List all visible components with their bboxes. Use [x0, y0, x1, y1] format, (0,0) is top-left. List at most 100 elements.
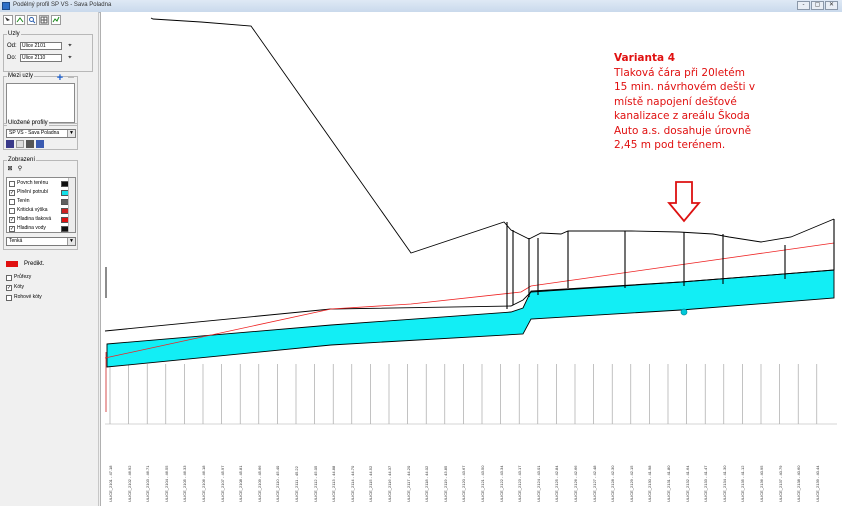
node-label: ULICE_2109 - 45.66: [256, 465, 262, 502]
layer-checkbox[interactable]: [9, 181, 15, 187]
layer-checkbox[interactable]: ✓: [9, 217, 15, 223]
node-label: ULICE_2130 - 41.98: [647, 465, 653, 502]
open-profile-icon[interactable]: [16, 140, 24, 148]
node-label: ULICE_2138 - 40.60: [796, 465, 802, 502]
profile-canvas[interactable]: ULICE_2101 - 47.18 ULICE_2102 - 46.92 ULIC…: [100, 12, 842, 506]
layer-checkbox[interactable]: ✓: [9, 226, 15, 232]
measure-icon[interactable]: [15, 15, 25, 25]
terrain-line: [105, 17, 835, 298]
layer-label: Hladina tlaková: [17, 216, 52, 222]
zoom-icon[interactable]: [27, 15, 37, 25]
annotation-line-5: Auto a.s. dosahuje úrovně: [614, 124, 752, 137]
longitudinal-profile-chart[interactable]: [101, 12, 842, 506]
pointer-icon[interactable]: [3, 15, 13, 25]
layer-label: Plnění potrubí: [17, 189, 49, 195]
search-icon[interactable]: ⚲: [17, 166, 23, 172]
node-label: ULICE_2123 - 43.17: [517, 465, 523, 502]
node-label: ULICE_2125 - 42.84: [554, 465, 560, 502]
pressure-line: [104, 242, 835, 359]
layer-label: Hladina vody: [17, 225, 46, 231]
node-label: ULICE_2121 - 43.50: [480, 465, 485, 502]
option-label: Průřezy: [14, 274, 32, 280]
layer-checkbox[interactable]: ✓: [9, 190, 15, 196]
to-node-label: Do:: [7, 55, 17, 61]
pipe-fill: [106, 269, 835, 368]
saved-profiles-title: Uložené profily: [7, 120, 49, 126]
layers-list: Povrch terénu ✓ Plnění potrubí Terén Kritick…: [6, 177, 76, 233]
remove-node-button[interactable]: —: [68, 75, 74, 81]
node-label: ULICE_2113 - 44.88: [331, 465, 337, 502]
node-label: ULICE_2134 - 41.30: [721, 465, 727, 502]
annotation-arrow: [667, 181, 701, 223]
node-label: ULICE_2108 - 45.81: [238, 465, 244, 502]
node-label: ULICE_2106 - 46.18: [201, 465, 206, 502]
layer-item[interactable]: ✓ Hladina tlaková: [9, 216, 73, 224]
option-checkbox[interactable]: ✓: [6, 285, 12, 291]
node-label: ULICE_2104 - 46.55: [163, 465, 169, 502]
option-item[interactable]: ✓ Kóty: [6, 284, 76, 292]
chart-icon[interactable]: [51, 15, 61, 25]
layer-item[interactable]: Terén: [9, 198, 73, 206]
export-profile-icon[interactable]: [36, 140, 44, 148]
annotation-line-6: 2,45 m pod terénem.: [614, 139, 726, 151]
layers-scrollbar[interactable]: [68, 178, 75, 232]
from-node-field[interactable]: Ulice 2101: [20, 42, 62, 50]
delete-profile-icon[interactable]: [26, 140, 34, 148]
node-label: ULICE_2114 - 44.70: [349, 465, 355, 502]
layer-item[interactable]: Kritická výška: [9, 207, 73, 215]
node-label: ULICE_2132 - 41.64: [684, 465, 690, 502]
app-icon: [2, 2, 10, 10]
layer-label: Kritická výška: [17, 207, 48, 213]
node-label: ULICE_2120 - 43.67: [461, 465, 467, 502]
node-label: ULICE_2103 - 46.71: [145, 465, 151, 502]
option-item[interactable]: Průřezy: [6, 274, 76, 282]
annotation-title: Varianta 4: [614, 52, 676, 64]
connection-node-marker: [680, 308, 688, 316]
saved-profile-select[interactable]: SP VS - Sava Poladna ▼: [6, 129, 76, 138]
grid-icon[interactable]: [39, 15, 49, 25]
node-label: ULICE_2124 - 43.01: [535, 465, 541, 502]
save-profile-icon[interactable]: [6, 140, 14, 148]
node-label: ULICE_2105 - 46.33: [182, 465, 188, 502]
to-node-field[interactable]: Ulice 2110: [20, 54, 62, 62]
node-label: ULICE_2110 - 45.40: [275, 465, 281, 502]
node-label: ULICE_2136 - 40.95: [759, 465, 764, 502]
predict-color-swatch[interactable]: [6, 261, 18, 267]
intermediate-nodes-list[interactable]: [6, 83, 75, 123]
option-checkbox[interactable]: [6, 295, 12, 301]
zoom-extent-icon[interactable]: ⊠: [7, 166, 13, 172]
nodes-group: Uzly Od: Ulice 2101 ⌖ Do: Ulice 2110 ⌖: [3, 31, 93, 72]
line-style-select[interactable]: Tenká ▼: [6, 237, 76, 246]
node-label: ULICE_2129 - 42.15: [628, 465, 634, 502]
node-label: ULICE_2131 - 41.80: [666, 465, 671, 502]
maximize-button[interactable]: ▢: [811, 1, 824, 10]
annotation-line-3: místě napojení dešťové: [614, 95, 737, 108]
add-node-button[interactable]: +: [56, 72, 64, 84]
node-label: ULICE_2127 - 42.48: [591, 465, 597, 502]
saved-profile-value: SP VS - Sava Poladna: [9, 130, 60, 136]
option-item[interactable]: Rohové kóty: [6, 294, 76, 302]
layer-item[interactable]: ✓ Hladina vody: [9, 225, 73, 233]
node-label: ULICE_2133 - 41.47: [703, 465, 709, 502]
node-label: ULICE_2117 - 44.20: [405, 465, 411, 502]
layer-checkbox[interactable]: [9, 199, 15, 205]
annotation-line-1: Tlaková čára při 20letém: [614, 66, 745, 79]
node-label: ULICE_2116 - 44.37: [387, 465, 392, 502]
node-label: ULICE_2137 - 40.79: [777, 465, 783, 502]
annotation-line-2: 15 min. návrhovém dešti v: [614, 81, 756, 93]
node-label: ULICE_2102 - 46.92: [126, 465, 132, 502]
node-label: ULICE_2115 - 44.52: [368, 465, 374, 502]
layer-checkbox[interactable]: [9, 208, 15, 214]
close-button[interactable]: ✕: [825, 1, 838, 10]
annotation-line-4: kanalizace z areálu Škoda: [614, 110, 750, 122]
nodes-group-title: Uzly: [7, 31, 21, 37]
sidebar-panel: Uzly Od: Ulice 2101 ⌖ Do: Ulice 2110 ⌖ M…: [0, 12, 99, 506]
option-checkbox[interactable]: [6, 275, 12, 281]
layer-label: Povrch terénu: [17, 180, 49, 186]
sidebar-toolbar: [3, 15, 61, 27]
pick-from-node-icon[interactable]: ⌖: [68, 43, 72, 49]
minimize-button[interactable]: -: [797, 1, 810, 10]
layer-item[interactable]: ✓ Plnění potrubí: [9, 189, 73, 197]
layer-item[interactable]: Povrch terénu: [9, 180, 73, 188]
pick-to-node-icon[interactable]: ⌖: [68, 55, 72, 61]
